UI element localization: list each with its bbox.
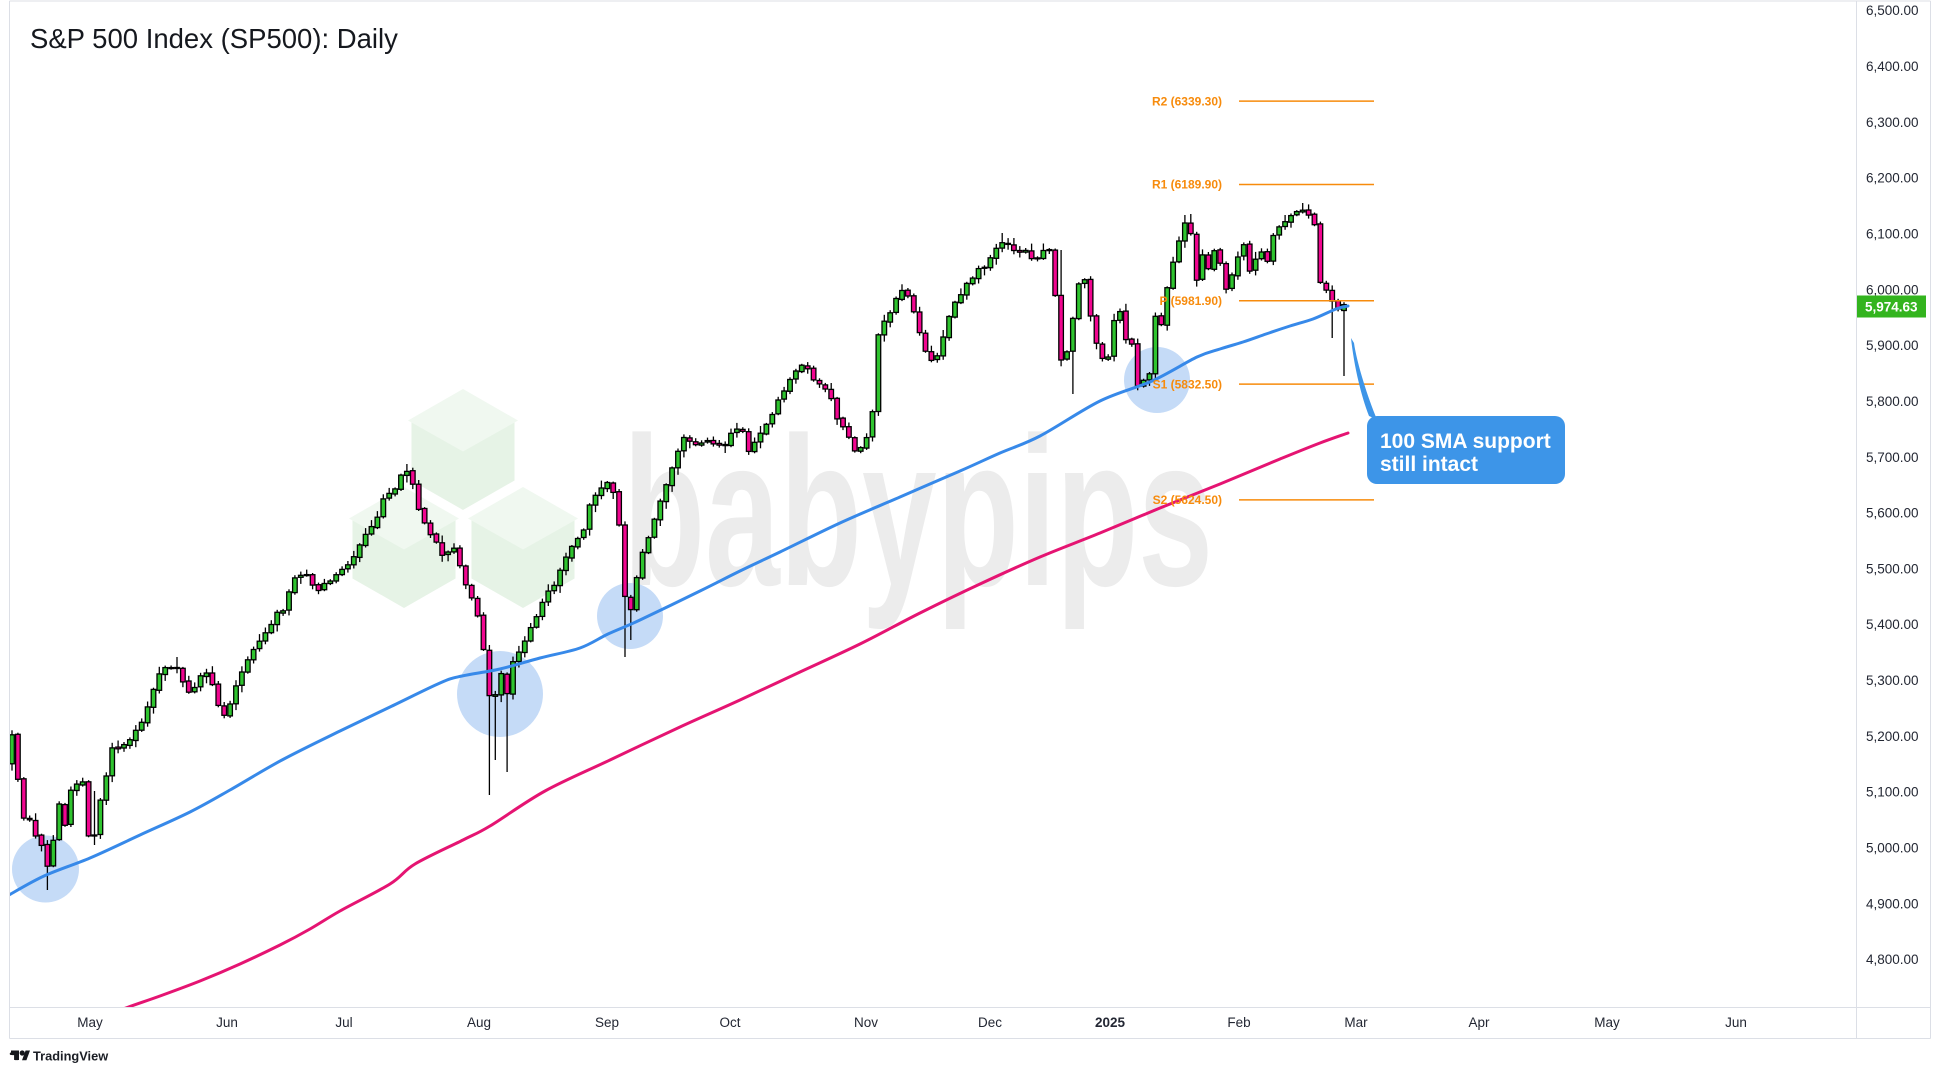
svg-text:6,100.00: 6,100.00 <box>1866 227 1919 242</box>
svg-text:Dec: Dec <box>978 1015 1002 1030</box>
svg-text:6,500.00: 6,500.00 <box>1866 3 1919 18</box>
svg-text:TradingView: TradingView <box>33 1048 108 1063</box>
svg-text:2025: 2025 <box>1095 1015 1126 1030</box>
svg-text:5,100.00: 5,100.00 <box>1866 785 1919 800</box>
svg-text:S&P 500 Index (SP500): Daily: S&P 500 Index (SP500): Daily <box>30 23 398 54</box>
svg-text:6,400.00: 6,400.00 <box>1866 59 1919 74</box>
svg-text:4,800.00: 4,800.00 <box>1866 952 1919 967</box>
svg-text:5,800.00: 5,800.00 <box>1866 394 1919 409</box>
svg-text:5,900.00: 5,900.00 <box>1866 338 1919 353</box>
svg-text:5,000.00: 5,000.00 <box>1866 841 1919 856</box>
svg-text:Feb: Feb <box>1227 1015 1250 1030</box>
svg-text:5,300.00: 5,300.00 <box>1866 673 1919 688</box>
svg-text:Oct: Oct <box>719 1015 740 1030</box>
svg-text:R2 (6339.30): R2 (6339.30) <box>1152 94 1222 108</box>
svg-text:Apr: Apr <box>1468 1015 1490 1030</box>
svg-text:6,300.00: 6,300.00 <box>1866 115 1919 130</box>
svg-text:S2 (5624.50): S2 (5624.50) <box>1153 493 1222 507</box>
svg-text:5,400.00: 5,400.00 <box>1866 617 1919 632</box>
svg-text:Jun: Jun <box>216 1015 238 1030</box>
svg-text:5,600.00: 5,600.00 <box>1866 506 1919 521</box>
svg-text:R1 (6189.90): R1 (6189.90) <box>1152 178 1222 192</box>
svg-text:P (5981.90): P (5981.90) <box>1160 294 1223 308</box>
svg-text:Nov: Nov <box>854 1015 878 1030</box>
svg-text:May: May <box>1594 1015 1620 1030</box>
svg-text:still intact: still intact <box>1380 453 1478 476</box>
svg-text:Sep: Sep <box>595 1015 619 1030</box>
svg-text:5,700.00: 5,700.00 <box>1866 450 1919 465</box>
svg-text:May: May <box>77 1015 103 1030</box>
svg-text:5,500.00: 5,500.00 <box>1866 561 1919 576</box>
svg-text:5,200.00: 5,200.00 <box>1866 729 1919 744</box>
svg-text:5,974.63: 5,974.63 <box>1865 300 1918 315</box>
svg-text:Aug: Aug <box>467 1015 491 1030</box>
svg-text:babypips: babypips <box>623 393 1213 631</box>
svg-text:Jul: Jul <box>335 1015 352 1030</box>
svg-text:4,900.00: 4,900.00 <box>1866 896 1919 911</box>
svg-text:Jun: Jun <box>1725 1015 1747 1030</box>
svg-text:100 SMA support: 100 SMA support <box>1380 430 1551 453</box>
svg-text:S1 (5832.50): S1 (5832.50) <box>1153 377 1222 391</box>
svg-text:6,000.00: 6,000.00 <box>1866 282 1919 297</box>
svg-text:6,200.00: 6,200.00 <box>1866 171 1919 186</box>
svg-text:Mar: Mar <box>1344 1015 1368 1030</box>
